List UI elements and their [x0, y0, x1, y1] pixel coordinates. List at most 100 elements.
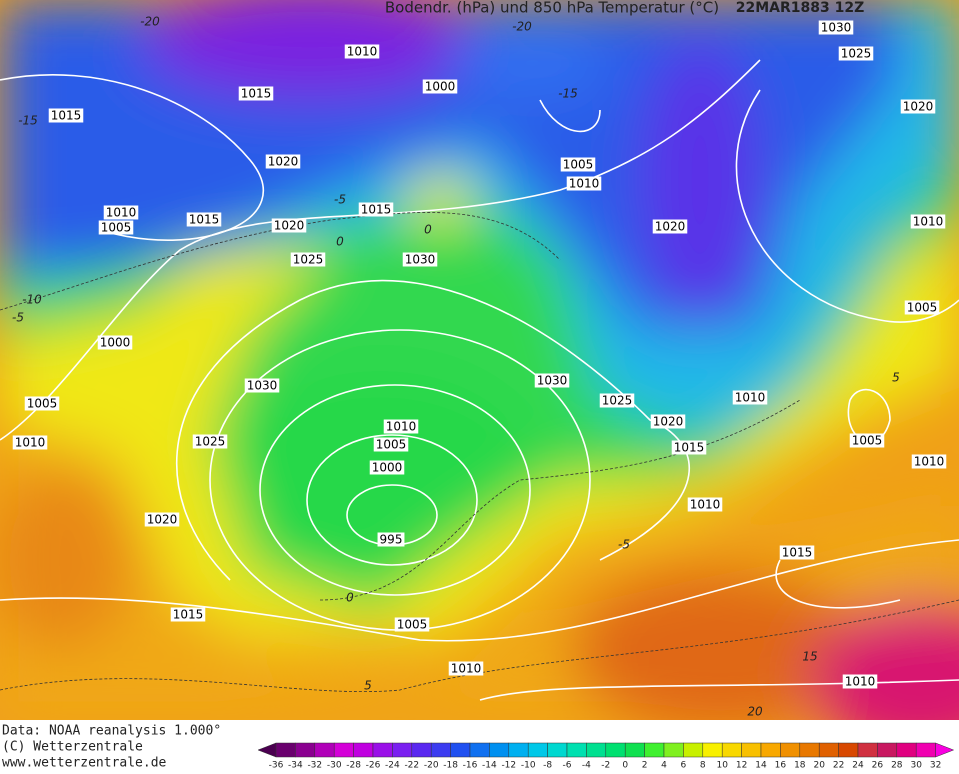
isobar-label: 1015	[361, 203, 392, 217]
isobar-label-box	[369, 460, 405, 475]
isobar-label-box	[103, 205, 139, 220]
colorbar-tick-label: 16	[775, 761, 787, 771]
isobar-label-box	[448, 661, 484, 676]
colorbar-tick-label: 20	[813, 761, 825, 771]
temperature-label: 0	[336, 235, 344, 249]
isobar-label-box	[671, 440, 707, 455]
colorbar-cell	[915, 742, 936, 758]
isobar-label: 1010	[451, 662, 482, 676]
isobar-label: 1030	[247, 379, 278, 393]
isobar-label-box	[394, 617, 430, 632]
isobar-label: 1010	[690, 498, 721, 512]
isobar-label-box	[687, 497, 723, 512]
isobar-label: 1010	[914, 455, 945, 469]
colorbar-cell	[527, 742, 548, 758]
isobar-label: 1015	[173, 608, 204, 622]
colorbar-cell	[275, 742, 296, 758]
map-date: 22MAR1883 12Z	[736, 0, 865, 16]
isobar-label: 1010	[569, 177, 600, 191]
colorbar-cell	[818, 742, 839, 758]
isobar-label-box	[900, 99, 936, 114]
colorbar-tick-label: 22	[833, 761, 844, 771]
colorbar-tick-label: 12	[736, 761, 747, 771]
footer-line: (C) Wetterzentrale	[2, 740, 143, 755]
colorbar-cell	[333, 742, 354, 758]
isobar-label-box	[911, 454, 947, 469]
isobar-label: 1020	[274, 219, 305, 233]
isobar-label: 1015	[51, 109, 82, 123]
isobar-label: 1010	[735, 391, 766, 405]
colorbar-cell	[469, 742, 490, 758]
isobar-label-box	[144, 512, 180, 527]
isobar-label-box	[732, 390, 768, 405]
temperature-label: -10	[22, 293, 42, 307]
colorbar-cell	[896, 742, 917, 758]
colorbar-tick-label: 6	[681, 761, 687, 771]
temperature-label: -20	[512, 20, 532, 34]
isobar-label-box	[652, 219, 688, 234]
colorbar-tick-label: -28	[346, 761, 361, 771]
colorbar-tick-label: -30	[327, 761, 342, 771]
colorbar-tick-label: 24	[852, 761, 864, 771]
colorbar-cell	[295, 742, 316, 758]
isobar-label-box	[904, 300, 940, 315]
colorbar-cell	[411, 742, 432, 758]
colorbar-cell	[314, 742, 335, 758]
temperature-label: 5	[364, 679, 372, 693]
isobar-label: 1020	[655, 220, 686, 234]
isobar-label-box	[910, 214, 946, 229]
isobar-label: 1020	[268, 155, 299, 169]
isobar-label-box	[48, 108, 84, 123]
isobar-label-box	[12, 435, 48, 450]
colorbar-tick-label: -36	[269, 761, 284, 771]
isobar-label: 1010	[347, 45, 378, 59]
isobar-label: 1025	[293, 253, 324, 267]
isobar-label: 1020	[653, 415, 684, 429]
isobar-label: 1015	[782, 546, 813, 560]
isobar-label-box	[186, 212, 222, 227]
temperature-label: -20	[140, 15, 160, 29]
isobar-label-box	[818, 20, 854, 35]
isobar-label-box	[192, 434, 228, 449]
isobar-label-box	[779, 545, 815, 560]
colorbar-tick-label: 18	[794, 761, 806, 771]
colorbar-cell	[508, 742, 529, 758]
isobar-label: 1020	[147, 513, 178, 527]
isobar-label: 1005	[376, 438, 407, 452]
isobar-label: 995	[380, 533, 403, 547]
footer-line: Data: NOAA reanalysis 1.000°	[2, 724, 221, 739]
colorbar-tick-label: -8	[543, 761, 552, 771]
isobar-label-box	[842, 674, 878, 689]
colorbar-cell	[702, 742, 723, 758]
isobar-label: 1010	[845, 675, 876, 689]
colorbar-cell	[721, 742, 742, 758]
isobar-label: 1005	[907, 301, 938, 315]
temperature-label: 20	[747, 705, 763, 719]
temperature-label: -15	[18, 114, 38, 128]
isobar-label: 1015	[674, 441, 705, 455]
colorbar-tick-label: 14	[755, 761, 767, 771]
isobar-label-box	[560, 157, 596, 172]
colorbar-tick-label: -20	[424, 761, 439, 771]
isobar-label-box	[98, 220, 134, 235]
isobar-label-box	[238, 86, 274, 101]
colorbar-tick-label: -2	[601, 761, 610, 771]
isobar-label: 1025	[841, 47, 872, 61]
colorbar-tick-label: -4	[582, 761, 591, 771]
colorbar-tick-label: -32	[307, 761, 322, 771]
isobar-label-box	[97, 335, 133, 350]
isobar-label-box	[358, 202, 394, 217]
isobar-label-box	[265, 154, 301, 169]
colorbar-cell	[760, 742, 781, 758]
isobar-label: 1010	[913, 215, 944, 229]
map-title: Bodendr. (hPa) und 850 hPa Temperatur (°…	[385, 0, 719, 17]
colorbar-tick-label: 8	[700, 761, 706, 771]
isobar-label-box	[599, 393, 635, 408]
isobar-label-box	[650, 414, 686, 429]
colorbar-cell	[450, 742, 471, 758]
colorbar-tick-label: -18	[443, 761, 458, 771]
temperature-label: 5	[892, 371, 900, 385]
isobar-label-box	[344, 44, 380, 59]
